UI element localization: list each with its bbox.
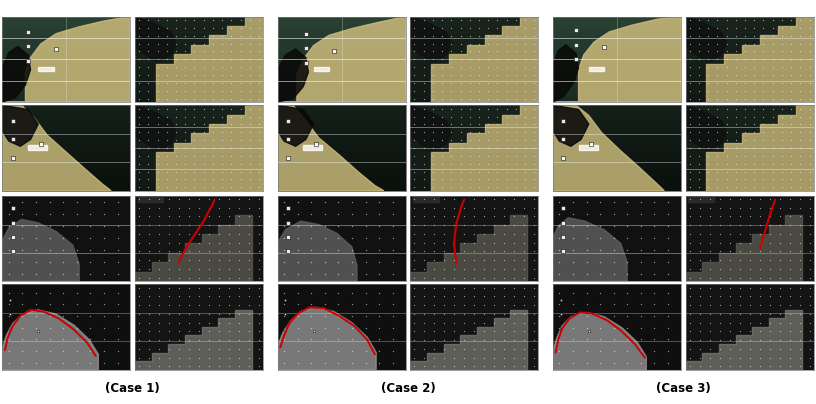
Polygon shape — [135, 17, 176, 61]
Polygon shape — [2, 105, 38, 146]
Polygon shape — [2, 46, 30, 102]
FancyBboxPatch shape — [38, 156, 54, 160]
Polygon shape — [553, 105, 589, 146]
Polygon shape — [277, 105, 313, 146]
FancyBboxPatch shape — [413, 197, 438, 202]
Polygon shape — [410, 215, 527, 281]
Polygon shape — [2, 219, 79, 281]
Polygon shape — [553, 133, 579, 191]
Polygon shape — [431, 17, 539, 102]
FancyBboxPatch shape — [38, 67, 54, 71]
Text: (Case 2): (Case 2) — [380, 382, 436, 395]
FancyBboxPatch shape — [313, 156, 329, 160]
Polygon shape — [2, 135, 30, 191]
Polygon shape — [553, 312, 646, 370]
Polygon shape — [410, 17, 451, 61]
FancyBboxPatch shape — [28, 145, 47, 149]
FancyBboxPatch shape — [589, 67, 604, 71]
Polygon shape — [135, 105, 176, 149]
Polygon shape — [156, 105, 263, 191]
Polygon shape — [553, 105, 681, 191]
FancyBboxPatch shape — [304, 145, 322, 149]
Polygon shape — [685, 105, 726, 149]
Polygon shape — [553, 45, 579, 102]
Polygon shape — [2, 310, 98, 370]
Polygon shape — [156, 17, 263, 102]
Polygon shape — [410, 105, 451, 149]
Polygon shape — [2, 105, 131, 191]
FancyBboxPatch shape — [313, 67, 329, 71]
Polygon shape — [277, 307, 376, 370]
Polygon shape — [2, 17, 131, 102]
FancyBboxPatch shape — [579, 145, 597, 149]
Text: (Case 1): (Case 1) — [105, 382, 160, 395]
Polygon shape — [277, 17, 406, 102]
Polygon shape — [277, 138, 308, 191]
Polygon shape — [553, 105, 664, 191]
Polygon shape — [277, 105, 384, 191]
Polygon shape — [410, 310, 527, 370]
Polygon shape — [2, 105, 111, 191]
Polygon shape — [685, 310, 802, 370]
FancyBboxPatch shape — [688, 197, 714, 202]
FancyBboxPatch shape — [589, 156, 604, 160]
Polygon shape — [553, 17, 681, 102]
Polygon shape — [685, 17, 726, 61]
Text: (Case 3): (Case 3) — [656, 382, 711, 395]
Polygon shape — [706, 17, 814, 102]
Polygon shape — [685, 215, 802, 281]
Polygon shape — [277, 221, 357, 281]
Polygon shape — [706, 105, 814, 191]
Polygon shape — [431, 105, 539, 191]
Polygon shape — [135, 215, 251, 281]
Polygon shape — [553, 218, 628, 281]
Polygon shape — [277, 49, 308, 102]
Polygon shape — [277, 105, 406, 191]
Polygon shape — [135, 310, 251, 370]
FancyBboxPatch shape — [138, 197, 163, 202]
